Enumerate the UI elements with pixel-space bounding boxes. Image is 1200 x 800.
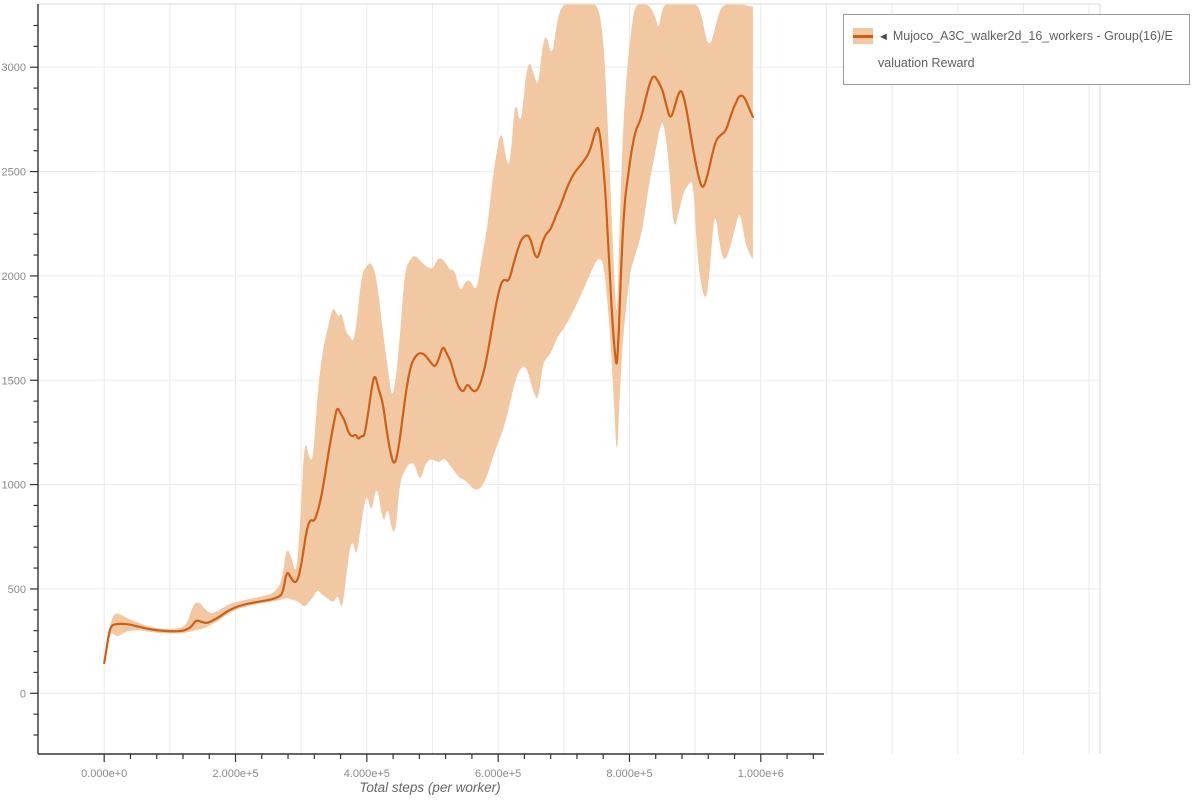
y-tick-label: 500 [8,584,26,596]
legend-box[interactable]: ◄ Mujoco_A3C_walker2d_16_workers - Group(… [843,14,1190,85]
legend-swatch [853,28,873,44]
x-tick-label: 0.000e+0 [81,768,127,780]
x-axis-title: Total steps (per worker) [359,780,501,795]
y-tick-label: 1000 [2,480,26,492]
y-tick-label: 3000 [2,62,26,74]
x-tick-label: 2.000e+5 [212,768,258,780]
y-tick-label: 2500 [2,167,26,179]
y-tick-label: 1500 [2,375,26,387]
legend-item[interactable]: ◄ Mujoco_A3C_walker2d_16_workers - Group(… [844,15,1189,84]
legend-swatch-line-icon [853,34,873,38]
x-tick-label: 8.000e+5 [606,768,652,780]
legend-collapse-icon[interactable]: ◄ [878,31,889,43]
x-tick-label: 4.000e+5 [344,768,390,780]
legend-label: Mujoco_A3C_walker2d_16_workers - Group(1… [878,29,1173,70]
reward-line [103,75,754,665]
y-tick-label: 2000 [2,271,26,283]
x-tick-label: 1.000e+6 [738,768,784,780]
x-tick-label: 6.000e+5 [475,768,521,780]
reward-band [104,4,753,665]
y-tick-label: 0 [20,688,26,700]
